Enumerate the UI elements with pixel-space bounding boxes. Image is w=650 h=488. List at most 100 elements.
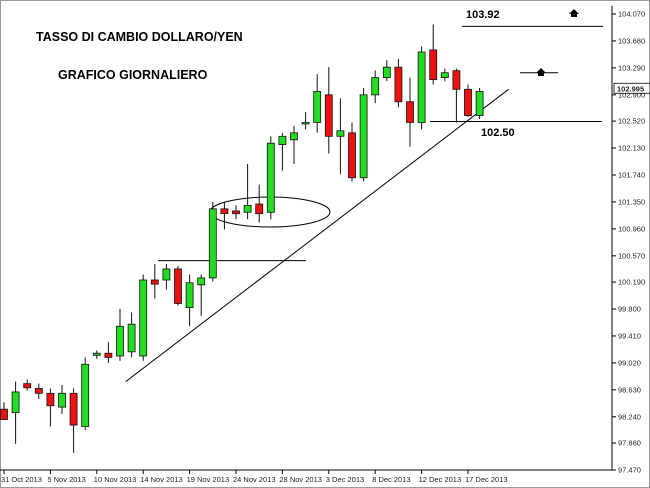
x-tick-label: 24 Nov 2013 [233,475,276,484]
candle [475,87,484,120]
y-tick-label: 104.070 [618,10,645,19]
candle [382,60,391,82]
candle [394,58,403,108]
candle [359,87,368,182]
candle-body [475,90,484,116]
candle-body [255,203,264,215]
y-tick-label: 101.740 [618,170,645,179]
candle-body [58,392,66,408]
candle [127,312,136,358]
candle [116,309,124,361]
candle [162,264,171,290]
candle [185,274,194,327]
candle [348,122,356,182]
y-tick-label: 97.470 [618,466,641,475]
candle-body [116,325,124,357]
candle [34,383,43,399]
candle-body [266,142,275,213]
x-tick-label: 28 Nov 2013 [279,475,322,484]
y-axis-ticks: 104.070 103.680 103.290 102.900 102.520 102.1… [612,10,650,475]
x-axis-ticks: 31 Oct 2013 5 Nov 2013 10 Nov 2013 14 Nov 2… [1,470,508,484]
candle-body [81,363,90,427]
candle-body [197,277,206,286]
y-tick-label: 99.800 [618,305,641,314]
candle-body [359,94,368,179]
y-tick-label: 99.020 [618,358,641,367]
y-tick-label: 103.680 [618,36,645,45]
candle-body [417,51,426,123]
y-tick-label: 100.960 [618,224,645,233]
x-tick-label: 5 Nov 2013 [47,475,85,484]
candle [243,163,252,220]
candle [69,388,78,453]
candle-body [371,77,380,96]
y-tick-label: 100.570 [618,251,645,260]
candles [0,24,484,453]
candle [197,274,206,316]
candle [46,388,55,427]
candle [208,201,217,282]
x-tick-label: 12 Dec 2013 [419,475,462,484]
candle-body [324,94,333,137]
y-tick-label: 100.190 [618,278,645,287]
candle [58,385,66,415]
candle-body [162,268,171,281]
candle [278,132,287,171]
candle [417,46,426,130]
candle-body [208,208,217,279]
x-tick-label: 8 Dec 2013 [372,475,410,484]
candle-body [336,130,345,137]
candle-body [382,66,391,78]
high-label: 103.92 [466,9,500,21]
candle [11,381,20,444]
candle-body [440,72,449,78]
candle-body [348,132,356,179]
y-tick-label: 103.290 [618,63,645,72]
annotation-lines [125,9,603,382]
candle-body [23,383,32,389]
candle-body [69,392,78,426]
candle [255,184,264,223]
up-arrow-icon [536,68,546,76]
candle-body [0,408,8,420]
candle-body [174,268,182,304]
candle [220,201,229,230]
x-tick-label: 31 Oct 2013 [1,475,42,484]
y-tick-label: 102.900 [618,90,645,99]
current-price-label: 102.995 [617,84,644,93]
candle-body [243,204,252,213]
candle [23,379,32,391]
candle [313,74,322,133]
y-tick-label: 99.410 [618,331,641,340]
candle-body [92,352,101,356]
candle [0,402,8,420]
candle [452,68,461,123]
x-tick-label: 10 Nov 2013 [94,475,137,484]
candle [290,125,298,164]
x-tick-label: 19 Nov 2013 [187,475,230,484]
y-tick-label: 97.860 [618,439,641,448]
candle [440,68,449,82]
candle-body [104,352,113,358]
up-arrow-icon [569,9,579,17]
x-tick-label: 14 Nov 2013 [140,475,183,484]
candle [266,136,275,220]
y-tick-label: 102.520 [618,117,645,126]
candle-body [185,282,194,309]
candle-body [46,392,55,407]
candle [81,357,90,430]
support-label: 102.50 [481,127,515,139]
y-tick-label: 101.350 [618,197,645,206]
candle [150,264,159,299]
y-tick-label: 98.630 [618,385,641,394]
candle [464,84,472,117]
candle [324,67,333,154]
candle-body [452,70,461,90]
candle-body [290,132,298,141]
candle [232,205,240,220]
candle-body [429,49,438,81]
candle [336,98,345,175]
candle [104,342,113,363]
y-tick-label: 98.240 [618,412,641,421]
